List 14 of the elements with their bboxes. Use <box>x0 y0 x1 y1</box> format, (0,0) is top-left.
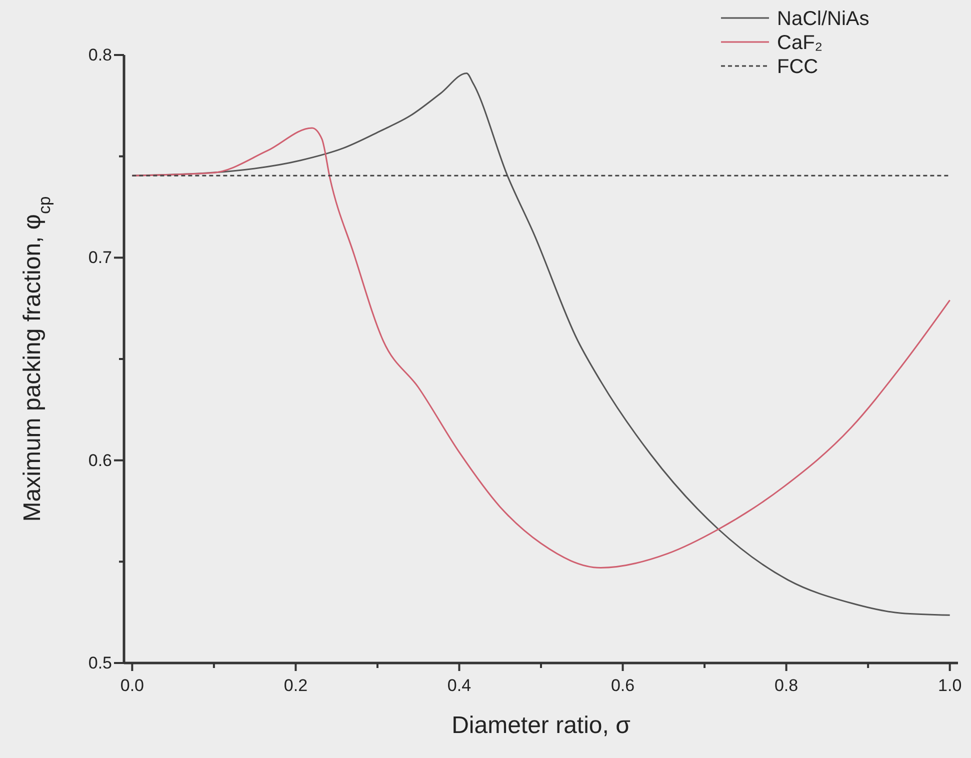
x-tick-label: 0.8 <box>774 676 798 696</box>
x-tick-label: 0.4 <box>447 676 472 696</box>
x-tick-label: 0.2 <box>284 676 308 696</box>
x-tick-label: 1.0 <box>938 676 962 696</box>
legend-label: CaF₂ <box>777 32 823 54</box>
y-tick-label: 0.7 <box>88 248 112 268</box>
x-tick-label: 0.0 <box>120 676 144 696</box>
x-tick-label: 0.6 <box>610 676 635 696</box>
legend-label: FCC <box>777 56 818 78</box>
y-tick-label: 0.8 <box>88 45 112 64</box>
y-tick-label: 0.6 <box>88 450 112 470</box>
y-tick-label: 0.5 <box>88 653 112 672</box>
legend-label: NaCl/NiAs <box>777 8 870 30</box>
x-axis-title: Diameter ratio, σ <box>452 712 631 739</box>
